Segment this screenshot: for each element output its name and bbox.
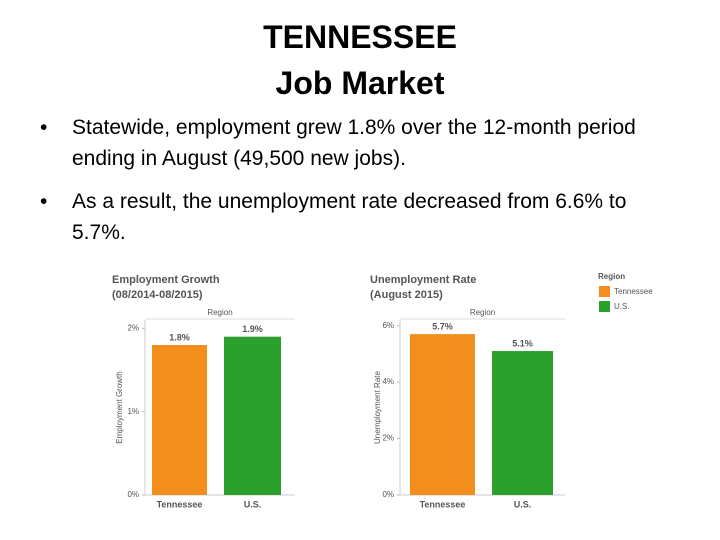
chart-subtitle: (August 2015) — [370, 289, 443, 301]
chart-title: Unemployment Rate — [370, 274, 476, 286]
value-label: 1.9% — [242, 324, 263, 334]
title-line: Job Market — [275, 65, 445, 101]
bar — [410, 334, 475, 495]
x-tick-label: Tennessee — [157, 499, 203, 509]
title-line: TENNESSEE — [263, 19, 457, 55]
bullet: Statewide, employment grew 1.8% over the… — [40, 112, 670, 174]
y-tick-label: 0% — [127, 490, 139, 499]
legend-title: Region — [598, 272, 625, 281]
x-header: Region — [470, 308, 495, 317]
x-tick-label: Tennessee — [420, 499, 466, 509]
y-axis-label: Unemployment Rate — [373, 370, 382, 443]
x-tick-label: U.S. — [514, 499, 532, 509]
y-tick-label: 6% — [382, 321, 394, 330]
y-axis-label: Employment Growth — [115, 371, 124, 443]
slide-title: TENNESSEE Job Market — [0, 14, 720, 106]
x-tick-label: U.S. — [244, 499, 262, 509]
y-tick-label: 0% — [382, 490, 394, 499]
bullet-list: Statewide, employment grew 1.8% over the… — [40, 112, 670, 260]
chart-subtitle: (08/2014-08/2015) — [112, 289, 203, 301]
value-label: 5.1% — [512, 338, 533, 348]
value-label: 1.8% — [169, 332, 190, 342]
bar — [152, 345, 207, 495]
y-tick-label: 1% — [127, 407, 139, 416]
y-tick-label: 2% — [382, 434, 394, 443]
bar — [224, 336, 281, 495]
legend-swatch — [599, 301, 610, 312]
y-tick-label: 4% — [382, 377, 394, 386]
y-tick-label: 2% — [127, 323, 139, 332]
bullet: As a result, the unemployment rate decre… — [40, 186, 670, 248]
chart-title: Employment Growth — [112, 274, 220, 286]
legend-label: Tennessee — [614, 287, 653, 296]
legend-swatch — [599, 286, 610, 297]
value-label: 5.7% — [432, 321, 453, 331]
x-header: Region — [207, 308, 232, 317]
legend-label: U.S. — [614, 302, 630, 311]
bar — [492, 351, 553, 495]
